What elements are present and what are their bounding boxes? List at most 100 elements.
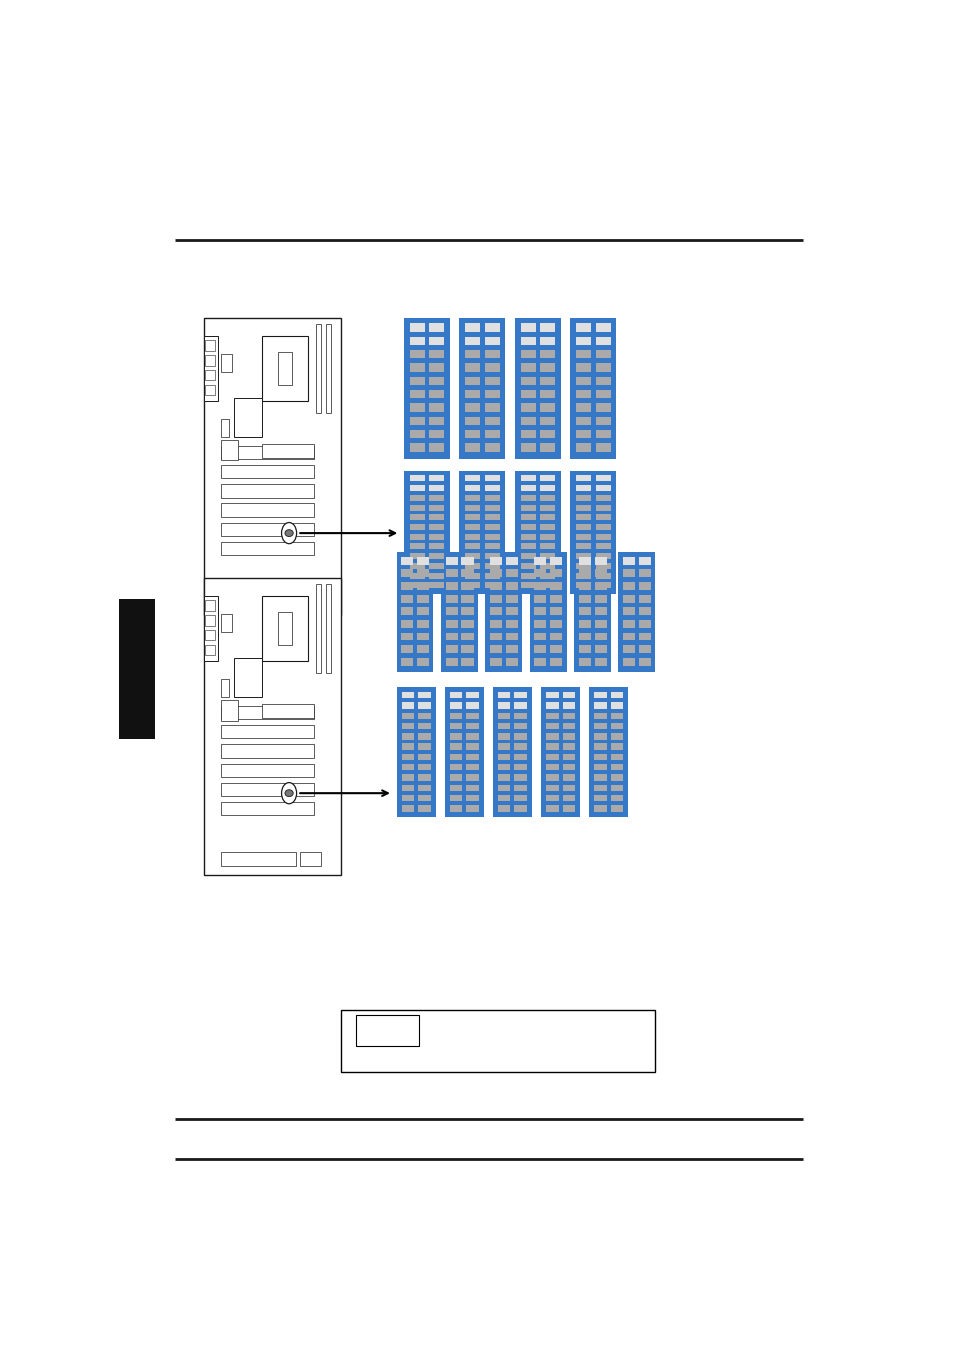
Bar [562,794,575,801]
Bar [576,494,591,501]
Bar [326,324,331,413]
Bar [539,485,555,492]
Bar [440,553,477,671]
Bar [562,703,575,709]
Bar [465,350,479,358]
Bar [550,557,561,565]
Bar [418,712,431,719]
Bar [610,712,622,719]
Bar [520,524,536,530]
Bar [576,563,591,569]
Bar [639,570,650,577]
Bar [465,430,479,438]
Bar [465,582,479,588]
Bar [220,725,314,739]
Bar [484,494,499,501]
Bar [610,692,622,698]
Bar [465,504,479,511]
Bar [429,534,444,540]
Bar [594,620,606,628]
Bar [401,570,413,577]
Bar [401,557,413,565]
Bar [594,646,606,653]
Bar [449,774,462,781]
Bar [596,323,610,331]
Bar [622,658,635,666]
Bar [445,608,457,615]
Bar [220,354,232,372]
Bar [520,350,536,358]
Bar [610,743,622,750]
Bar [484,416,499,426]
Bar [539,534,555,540]
Bar [550,658,561,666]
Bar [401,805,414,812]
Bar [429,543,444,550]
Ellipse shape [285,530,293,536]
Bar [449,734,462,739]
Bar [639,582,650,590]
Bar [220,763,314,777]
Bar [545,805,558,812]
Bar [485,553,521,671]
Bar [497,794,510,801]
Bar [610,723,622,730]
Bar [466,743,478,750]
Bar [445,632,457,640]
Bar [484,553,499,559]
Bar [429,443,444,451]
Bar [429,476,444,481]
Bar [562,754,575,761]
Bar [410,476,424,481]
Bar [449,712,462,719]
Bar [520,573,536,578]
Bar [445,658,457,666]
Bar [596,563,610,569]
Bar [610,754,622,761]
Bar [418,692,431,698]
Bar [520,515,536,520]
Bar [576,404,591,412]
Bar [484,323,499,331]
Bar [639,620,650,628]
Bar [484,443,499,451]
Bar [639,608,650,615]
Bar [596,504,610,511]
Bar [610,734,622,739]
Bar [466,794,478,801]
Bar [593,703,606,709]
Bar [576,553,591,559]
Bar [562,765,575,770]
Bar [418,723,431,730]
Bar [505,594,517,603]
Bar [484,573,499,578]
Bar [539,350,555,358]
Bar [490,658,501,666]
Bar [576,363,591,372]
Bar [505,582,517,590]
Bar [576,504,591,511]
Bar [545,754,558,761]
Bar [596,534,610,540]
Bar [205,630,214,640]
Bar [505,570,517,577]
Bar [520,563,536,569]
Bar [205,370,214,381]
Bar [418,805,431,812]
Bar [514,743,527,750]
Bar [497,785,510,792]
Bar [410,404,424,412]
Bar [539,563,555,569]
Bar [465,377,479,385]
Bar [401,632,413,640]
Bar [220,523,314,536]
Bar [539,443,555,451]
Bar [220,852,295,866]
Bar [594,570,606,577]
Bar [484,390,499,399]
Bar [596,524,610,530]
Bar [550,646,561,653]
Bar [622,557,635,565]
Bar [550,632,561,640]
Bar [639,557,650,565]
